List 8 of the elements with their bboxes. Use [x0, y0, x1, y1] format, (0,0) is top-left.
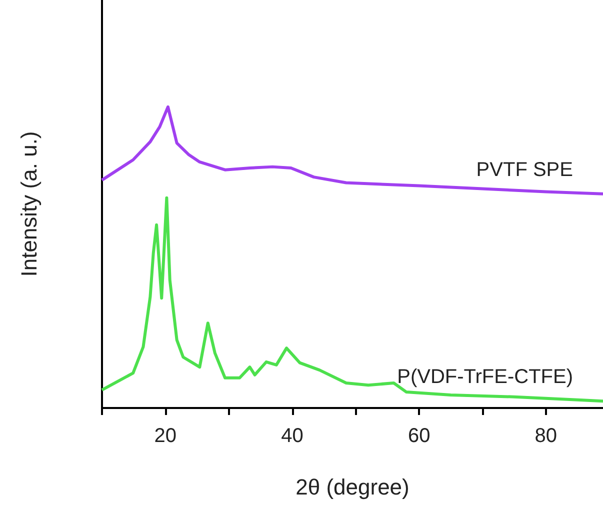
x-tick-label: 60: [408, 425, 430, 447]
x-tick-label: 80: [534, 425, 558, 447]
series-label: PVTF SPE: [476, 158, 573, 181]
x-tick-label: 40: [281, 425, 304, 447]
x-tick-label: 20: [154, 425, 177, 447]
x-axis-title: 2θ (degree): [296, 474, 410, 500]
series-label: P(VDF-TrFE-CTFE): [397, 366, 573, 388]
y-axis-title: Intensity (a. u.): [16, 131, 42, 277]
